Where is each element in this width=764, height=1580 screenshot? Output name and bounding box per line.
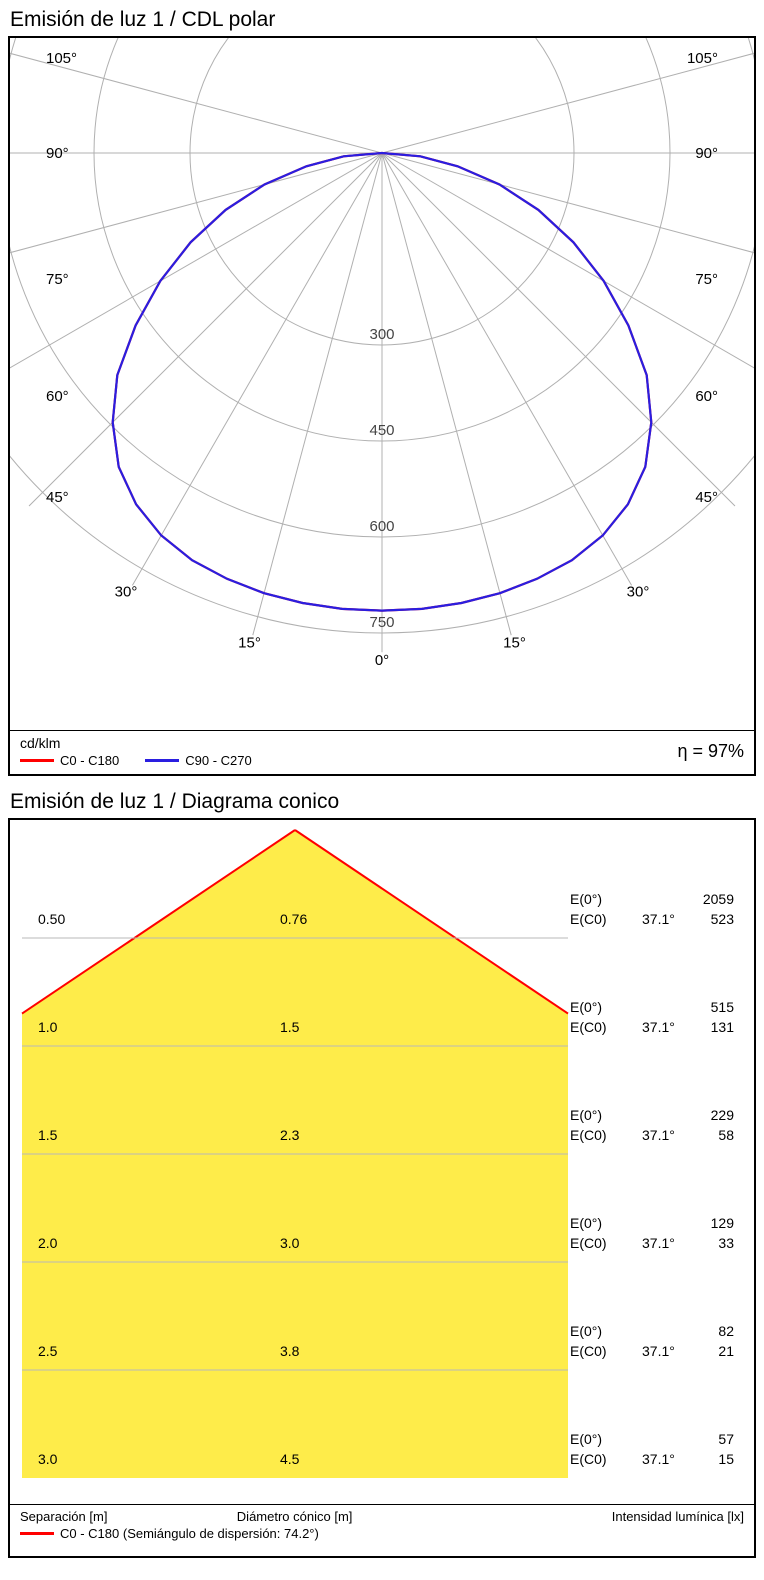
svg-text:131: 131 [711,1019,735,1035]
polar-efficiency: η = 97% [677,741,744,762]
svg-text:58: 58 [718,1127,734,1143]
svg-text:300: 300 [369,326,394,343]
svg-text:37.1°: 37.1° [642,1019,675,1035]
svg-text:0.50: 0.50 [38,911,65,927]
svg-text:523: 523 [711,911,735,927]
svg-text:33: 33 [718,1235,734,1251]
legend-swatch [145,759,179,762]
svg-text:4.5: 4.5 [280,1451,300,1467]
svg-text:45°: 45° [46,489,69,506]
svg-text:3.8: 3.8 [280,1343,300,1359]
cone-panel: Emisión de luz 1 / Diagrama conico 0.500… [8,790,756,1558]
svg-text:82: 82 [718,1323,734,1339]
svg-text:515: 515 [711,999,735,1015]
polar-panel: Emisión de luz 1 / CDL polar 300 450 600 75… [8,8,756,776]
svg-text:1.5: 1.5 [280,1019,300,1035]
svg-text:105°: 105° [687,50,718,67]
cone-col1-header: Separación [m] [20,1509,107,1524]
legend-item: C90 - C270 [145,753,251,768]
svg-text:90°: 90° [46,145,69,162]
svg-text:105°: 105° [46,50,77,67]
svg-text:750: 750 [369,614,394,631]
svg-text:37.1°: 37.1° [642,1235,675,1251]
svg-text:1.0: 1.0 [38,1019,58,1035]
legend-item: C0 - C180 [20,753,119,768]
svg-text:450: 450 [369,422,394,439]
polar-legend-items: C0 - C180 C90 - C270 [20,753,252,768]
svg-text:21: 21 [718,1343,734,1359]
svg-text:37.1°: 37.1° [642,1343,675,1359]
svg-text:60°: 60° [46,388,69,405]
polar-title: Emisión de luz 1 / CDL polar [10,8,756,32]
svg-text:57: 57 [718,1431,734,1447]
legend-label: C0 - C180 [60,753,119,768]
polar-chart-svg: 300 450 600 750 105° 105° 90° 90° 75° 75° 60° 60° 45… [10,38,754,730]
polar-unit-label: cd/klm [20,735,252,751]
svg-text:37.1°: 37.1° [642,1127,675,1143]
svg-text:E(0°): E(0°) [570,1215,602,1231]
svg-text:60°: 60° [695,388,718,405]
svg-text:3.0: 3.0 [38,1451,58,1467]
svg-text:3.0: 3.0 [280,1235,300,1251]
svg-text:2.5: 2.5 [38,1343,58,1359]
svg-text:2.3: 2.3 [280,1127,300,1143]
svg-text:E(C0): E(C0) [570,1127,607,1143]
svg-text:15°: 15° [503,635,526,652]
svg-text:37.1°: 37.1° [642,911,675,927]
svg-text:E(C0): E(C0) [570,1343,607,1359]
svg-text:30°: 30° [115,583,138,600]
svg-text:45°: 45° [695,489,718,506]
svg-text:E(C0): E(C0) [570,1451,607,1467]
cone-chart-box: 0.50 0.76 E(0°) 2059 E(C0) 37.1° 523 1.0 1.5 E(0°… [8,818,756,1558]
legend-swatch [20,759,54,762]
svg-text:37.1°: 37.1° [642,1451,675,1467]
cone-chart-svg: 0.50 0.76 E(0°) 2059 E(C0) 37.1° 523 1.0 1.5 E(0°… [10,820,754,1504]
cone-col2-header: Diámetro cónico [m] [237,1509,353,1524]
svg-text:E(0°): E(0°) [570,1323,602,1339]
cone-legend: Separación [m] Diámetro cónico [m] Inten… [10,1504,754,1547]
svg-text:E(0°): E(0°) [570,1431,602,1447]
svg-text:30°: 30° [627,583,650,600]
svg-text:E(C0): E(C0) [570,1235,607,1251]
svg-text:1.5: 1.5 [38,1127,58,1143]
cone-half-angle-label: C0 - C180 (Semiángulo de dispersión: 74.… [60,1526,319,1541]
svg-text:600: 600 [369,518,394,535]
svg-text:E(C0): E(C0) [570,1019,607,1035]
svg-text:2.0: 2.0 [38,1235,58,1251]
cone-legend-swatch [20,1532,54,1535]
svg-text:15: 15 [718,1451,734,1467]
cone-col3-header: Intensidad lumínica [lx] [612,1509,744,1524]
svg-text:2059: 2059 [703,891,734,907]
polar-chart-box: 300 450 600 750 105° 105° 90° 90° 75° 75° 60° 60° 45… [8,36,756,776]
svg-text:E(C0): E(C0) [570,911,607,927]
legend-label: C90 - C270 [185,753,251,768]
cone-title: Emisión de luz 1 / Diagrama conico [10,790,756,814]
svg-text:75°: 75° [695,271,718,288]
svg-text:0.76: 0.76 [280,911,307,927]
svg-text:229: 229 [711,1107,735,1123]
svg-text:E(0°): E(0°) [570,999,602,1015]
svg-text:129: 129 [711,1215,735,1231]
svg-text:0°: 0° [375,652,389,669]
svg-text:E(0°): E(0°) [570,891,602,907]
svg-text:E(0°): E(0°) [570,1107,602,1123]
svg-text:90°: 90° [695,145,718,162]
svg-text:15°: 15° [238,635,261,652]
polar-legend: cd/klm C0 - C180 C90 - C270 η = 97% [10,730,754,774]
svg-text:75°: 75° [46,271,69,288]
